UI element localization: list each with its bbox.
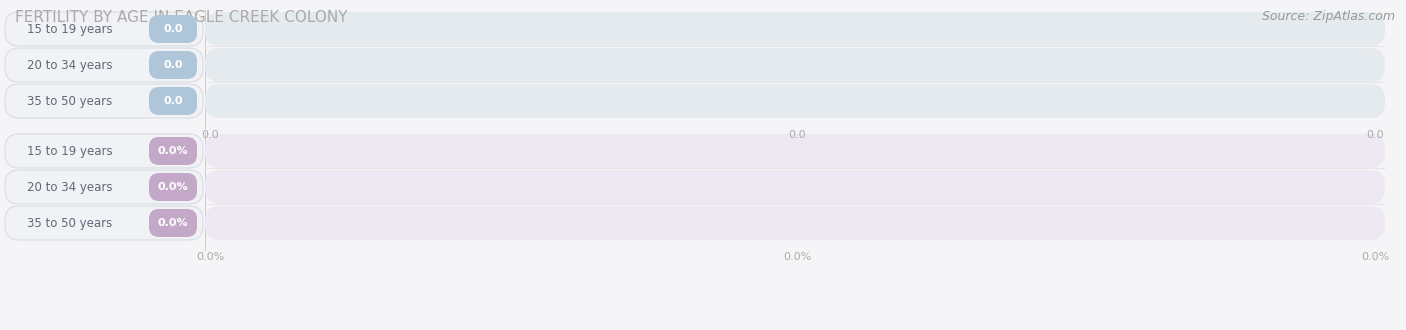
Text: 0.0%: 0.0% [195, 252, 224, 262]
FancyBboxPatch shape [149, 87, 197, 115]
Text: 20 to 34 years: 20 to 34 years [27, 58, 112, 72]
FancyBboxPatch shape [6, 12, 202, 46]
Text: 15 to 19 years: 15 to 19 years [27, 145, 112, 157]
Text: FERTILITY BY AGE IN EAGLE CREEK COLONY: FERTILITY BY AGE IN EAGLE CREEK COLONY [15, 10, 347, 25]
Text: 0.0%: 0.0% [157, 218, 188, 228]
Text: 0.0%: 0.0% [783, 252, 811, 262]
FancyBboxPatch shape [205, 84, 1385, 118]
FancyBboxPatch shape [149, 51, 197, 79]
Text: 0.0: 0.0 [201, 130, 219, 140]
FancyBboxPatch shape [149, 209, 197, 237]
FancyBboxPatch shape [6, 134, 202, 168]
Text: 0.0%: 0.0% [1361, 252, 1389, 262]
Text: 0.0: 0.0 [163, 96, 183, 106]
FancyBboxPatch shape [205, 170, 1385, 204]
FancyBboxPatch shape [6, 84, 202, 118]
FancyBboxPatch shape [6, 170, 202, 204]
Text: 20 to 34 years: 20 to 34 years [27, 181, 112, 193]
Text: 35 to 50 years: 35 to 50 years [27, 94, 112, 108]
FancyBboxPatch shape [6, 48, 202, 82]
FancyBboxPatch shape [205, 134, 1385, 168]
FancyBboxPatch shape [205, 206, 1385, 240]
Text: 0.0: 0.0 [163, 24, 183, 34]
FancyBboxPatch shape [149, 173, 197, 201]
FancyBboxPatch shape [205, 12, 1385, 46]
Text: 15 to 19 years: 15 to 19 years [27, 22, 112, 36]
FancyBboxPatch shape [149, 15, 197, 43]
FancyBboxPatch shape [6, 206, 202, 240]
Text: 0.0: 0.0 [789, 130, 806, 140]
FancyBboxPatch shape [205, 48, 1385, 82]
Text: 0.0%: 0.0% [157, 146, 188, 156]
Text: 0.0: 0.0 [163, 60, 183, 70]
Text: 0.0: 0.0 [1367, 130, 1384, 140]
FancyBboxPatch shape [149, 137, 197, 165]
Text: 0.0%: 0.0% [157, 182, 188, 192]
Text: Source: ZipAtlas.com: Source: ZipAtlas.com [1263, 10, 1395, 23]
Text: 35 to 50 years: 35 to 50 years [27, 216, 112, 229]
